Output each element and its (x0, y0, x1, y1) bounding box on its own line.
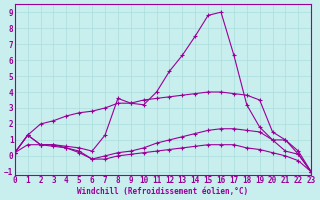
X-axis label: Windchill (Refroidissement éolien,°C): Windchill (Refroidissement éolien,°C) (77, 187, 249, 196)
